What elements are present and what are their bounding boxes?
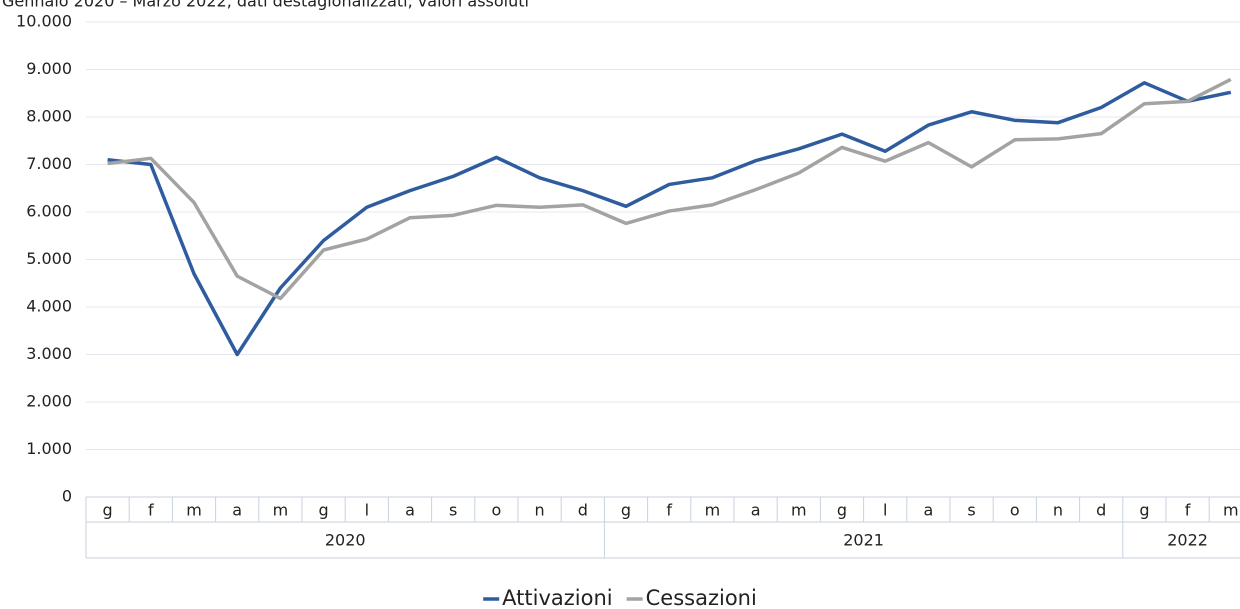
x-tick-label: a (405, 501, 415, 520)
legend-label: Cessazioni (646, 586, 757, 609)
x-tick-label: s (449, 501, 457, 520)
x-tick-label: m (705, 501, 721, 520)
x-tick-label: l (365, 501, 369, 520)
x-tick-label: f (666, 501, 672, 520)
x-tick-label: m (186, 501, 202, 520)
x-tick-label: g (621, 501, 631, 520)
x-tick-label: n (535, 501, 545, 520)
x-group-label: 2021 (843, 531, 884, 550)
x-tick-label: l (883, 501, 887, 520)
x-tick-label: f (1185, 501, 1191, 520)
x-tick-label: o (1010, 501, 1020, 520)
x-tick-label: a (232, 501, 242, 520)
x-tick-label: o (492, 501, 502, 520)
legend-label: Attivazioni (502, 586, 612, 609)
y-tick-label: 4.000 (26, 297, 72, 316)
x-group-label: 2020 (325, 531, 366, 550)
x-tick-label: d (1096, 501, 1106, 520)
x-tick-label: g (1139, 501, 1149, 520)
series-line (107, 81, 1232, 357)
y-tick-label: 7.000 (26, 154, 72, 173)
chart-subtitle: Gennaio 2020 – Marzo 2022, dati destagio… (2, 0, 529, 11)
series-line (107, 77, 1232, 301)
x-tick-label: s (967, 501, 975, 520)
y-tick-label: 3.000 (26, 344, 72, 363)
x-tick-label: a (751, 501, 761, 520)
x-tick-label: g (837, 501, 847, 520)
y-tick-label: 8.000 (26, 107, 72, 126)
x-tick-label: m (1223, 501, 1239, 520)
x-tick-label: g (103, 501, 113, 520)
x-tick-label: n (1053, 501, 1063, 520)
y-tick-label: 1.000 (26, 439, 72, 458)
y-tick-label: 5.000 (26, 249, 72, 268)
y-tick-label: 10.000 (16, 12, 72, 31)
x-tick-label: a (923, 501, 933, 520)
x-tick-label: m (273, 501, 289, 520)
y-tick-label: 9.000 (26, 59, 72, 78)
legend: Attivazioni Cessazioni (483, 586, 757, 609)
x-tick-label: g (319, 501, 329, 520)
x-tick-label: m (791, 501, 807, 520)
x-tick-label: f (148, 501, 154, 520)
x-group-label: 2022 (1167, 531, 1208, 550)
y-tick-label: 2.000 (26, 392, 72, 411)
y-tick-label: 6.000 (26, 202, 72, 221)
x-tick-label: d (578, 501, 588, 520)
y-tick-label: 0 (62, 487, 72, 506)
